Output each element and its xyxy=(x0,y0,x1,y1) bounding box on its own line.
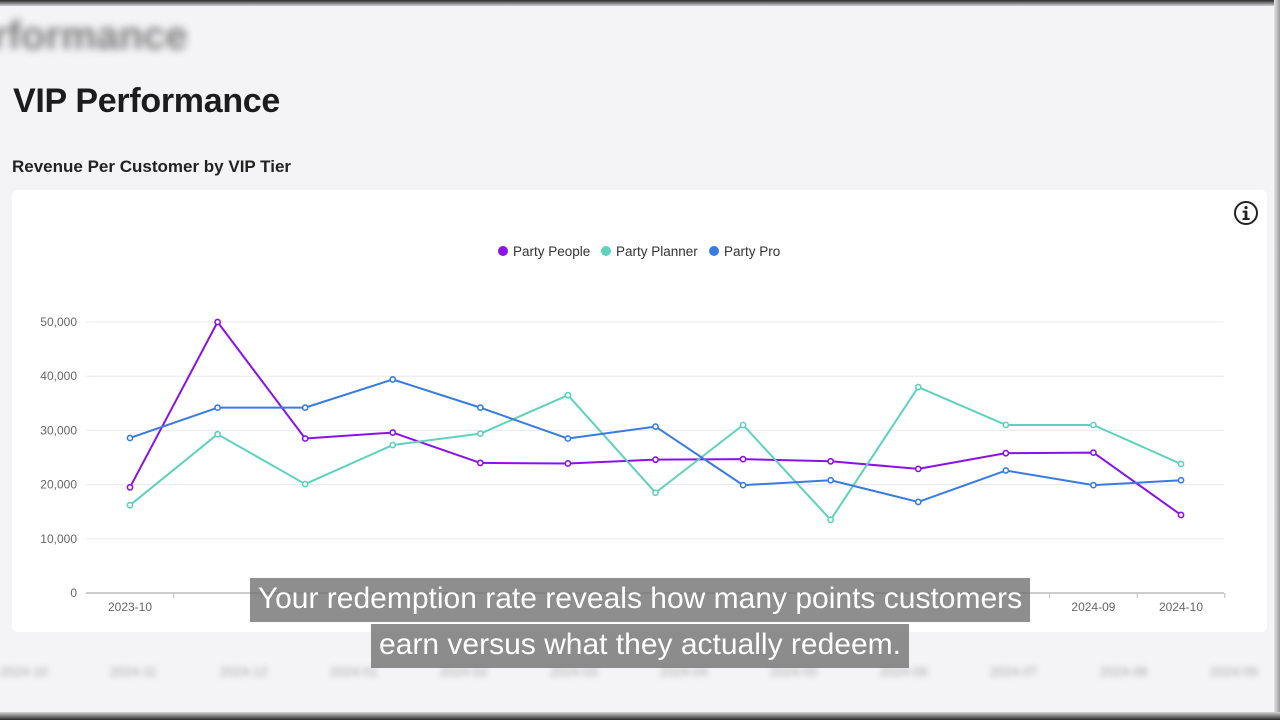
y-tick-label: 20,000 xyxy=(40,478,77,492)
legend-marker xyxy=(601,246,611,256)
series-lines xyxy=(126,318,1185,524)
legend-marker xyxy=(498,246,508,256)
window-bottom-edge xyxy=(0,712,1280,720)
data-point xyxy=(652,456,659,464)
data-point xyxy=(564,460,572,467)
data-point xyxy=(827,457,835,465)
blurred-axis-label: 2024-04 xyxy=(660,664,708,679)
blurred-background-axis: 2024-10 2024-11 2024-12 2024-01 2024-02 2024-… xyxy=(0,660,1280,686)
blurred-axis-label: 2024-01 xyxy=(330,664,378,679)
page-title: VIP Performance xyxy=(13,82,281,120)
chart-card xyxy=(12,190,1267,632)
data-point xyxy=(914,383,922,391)
series-line xyxy=(129,378,1182,503)
data-point xyxy=(739,421,747,429)
series-line xyxy=(129,321,1182,516)
info-icon[interactable] xyxy=(1233,200,1259,226)
data-point xyxy=(389,441,397,449)
data-point xyxy=(301,480,309,488)
legend-marker xyxy=(709,246,719,256)
data-point xyxy=(1090,421,1097,429)
y-tick-label: 50,000 xyxy=(40,315,77,329)
window-right-edge xyxy=(1274,0,1280,720)
blurred-axis-label: 2024-08 xyxy=(1100,664,1148,679)
blurred-axis-label: 2024-05 xyxy=(770,664,818,679)
data-point xyxy=(214,430,221,438)
y-tick-label: 0 xyxy=(70,586,77,600)
data-point xyxy=(827,476,835,484)
data-point xyxy=(1177,460,1185,468)
data-point xyxy=(476,430,484,438)
data-point xyxy=(739,481,747,489)
data-point xyxy=(564,391,572,399)
data-point xyxy=(214,318,221,326)
y-tick-label: 10,000 xyxy=(40,532,77,546)
chart-section-title: Revenue Per Customer by VIP Tier xyxy=(12,157,292,176)
data-point xyxy=(389,429,397,436)
data-point xyxy=(652,423,659,431)
x-tick-label: 2024-09 xyxy=(1071,600,1115,614)
blurred-axis-label: 2024-06 xyxy=(880,664,928,679)
data-point xyxy=(1177,511,1185,519)
window-top-edge xyxy=(0,0,1280,6)
data-point xyxy=(914,498,922,506)
data-point xyxy=(1002,449,1010,457)
x-tick-label: 2024-10 xyxy=(1159,600,1203,614)
legend-label: Party Pro xyxy=(724,244,780,259)
axes: 0 10,000 20,000 30,000 40,000 50,000 2023-10 20… xyxy=(40,315,1226,614)
y-tick-label: 40,000 xyxy=(40,369,77,383)
blurred-axis-label: 2024-11 xyxy=(110,664,157,679)
data-point xyxy=(1090,481,1097,489)
data-point xyxy=(914,465,922,473)
blurred-axis-label: 2024-09 xyxy=(1210,664,1258,679)
data-point xyxy=(389,376,397,383)
data-point xyxy=(301,435,309,442)
blurred-axis-label: 2024-03 xyxy=(550,664,598,679)
chart-legend: Party People Party Planner Party Pro xyxy=(498,244,780,259)
data-point xyxy=(476,459,484,467)
data-point xyxy=(652,489,659,497)
data-point xyxy=(1177,476,1185,484)
data-point xyxy=(1002,467,1010,474)
data-point xyxy=(126,434,134,442)
x-tick-label: 2023-10 xyxy=(108,600,152,614)
legend-label: Party Planner xyxy=(616,244,698,259)
data-point xyxy=(1090,449,1097,457)
data-point xyxy=(827,516,835,524)
grid-lines xyxy=(86,321,1224,540)
data-point xyxy=(301,404,309,412)
blurred-axis-label: 2024-10 xyxy=(0,664,48,679)
blurred-background-heading: rformance xyxy=(0,14,188,58)
data-point xyxy=(214,404,221,412)
legend-label: Party People xyxy=(513,244,590,259)
data-point xyxy=(739,455,747,463)
data-point xyxy=(126,501,134,509)
blurred-axis-label: 2024-12 xyxy=(220,664,268,679)
data-point xyxy=(126,483,134,491)
data-point xyxy=(476,404,484,412)
data-point xyxy=(1002,421,1010,429)
y-tick-label: 30,000 xyxy=(40,423,77,437)
blurred-axis-label: 2024-07 xyxy=(990,664,1038,679)
blurred-axis-label: 2024-02 xyxy=(440,664,488,679)
data-point xyxy=(564,435,572,442)
